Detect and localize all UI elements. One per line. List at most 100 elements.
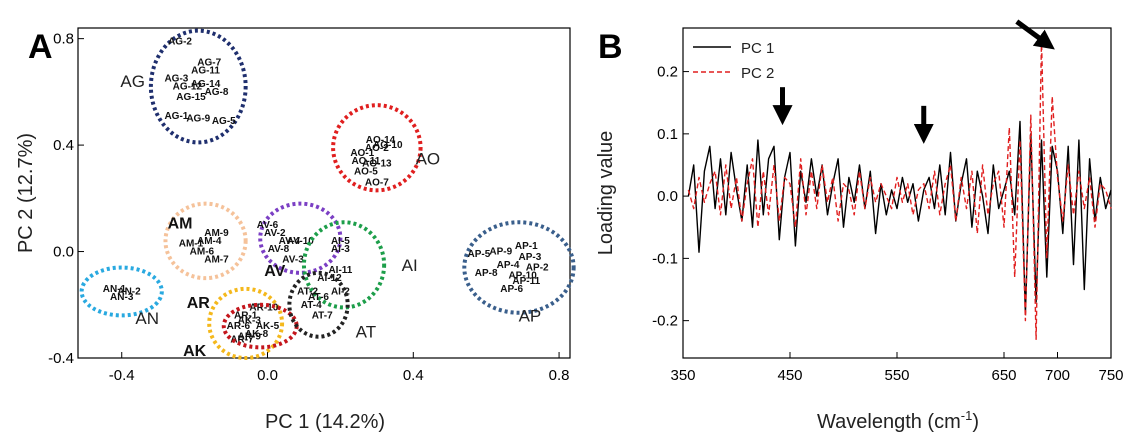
point-label: AG-3 [164, 74, 188, 85]
point-label: AT-7 [312, 310, 333, 321]
group-ap: AP-1AP-9AP-5 AP-3AP-2AP-4AP-8 AP-10AP-11AP… [462, 220, 576, 325]
cluster-ellipse-an [79, 265, 164, 318]
x-tick-label-b: 450 [777, 367, 802, 384]
x-axis-label-a: PC 1 (14.2%) [265, 411, 385, 433]
group-am: AM-9AM-4AM-1AM-6AM-7 AM [163, 201, 248, 281]
y-tick-label-b: -0.1 [652, 250, 678, 267]
x-tick-label-b: 650 [991, 367, 1016, 384]
point-label: AP-1 [515, 241, 538, 252]
cluster-ellipse-at [287, 270, 350, 339]
point-label: AI-5 [331, 236, 350, 247]
legend-label-pc2: PC 2 [741, 65, 774, 82]
point-label: AR-9 [238, 332, 262, 343]
point-label: AM-7 [204, 255, 229, 266]
point-label: AI-2 [331, 286, 350, 297]
point-label: AP-9 [489, 247, 512, 258]
point-label: AM-1 [179, 239, 204, 250]
series-line-pc1 [687, 120, 1112, 316]
group-label-at: AT [356, 322, 376, 341]
point-label: AO-14 [366, 135, 396, 146]
group-an: AN-1AN-2AN-3AN [79, 265, 164, 328]
point-label: AN-1 [103, 284, 127, 295]
point-label: AO-1 [350, 148, 374, 159]
x-axis-label-b-main: Wavelength (cm [817, 411, 961, 433]
group-label-ak: AK [183, 343, 207, 360]
group-label-am: AM [168, 215, 193, 232]
y-tick-label-b: 0.0 [657, 188, 678, 205]
point-label: AN-2 [117, 286, 141, 297]
legend-label-pc1: PC 1 [741, 40, 774, 57]
point-label: AI-11 [328, 265, 352, 276]
y-axis-label-a: PC 2 (12.7%) [15, 133, 37, 253]
x-tick-label-a: -0.4 [109, 367, 135, 384]
point-label: AP-11 [512, 276, 540, 287]
group-label-ag: AG [120, 72, 145, 91]
point-label: AV-6 [257, 220, 279, 231]
cluster-ellipse-ag [148, 28, 248, 145]
point-label: AG-12 [173, 82, 203, 93]
point-label: AG-1 [164, 111, 188, 122]
group-label-ap: AP [519, 306, 542, 325]
point-label: AP-8 [475, 268, 498, 279]
series-line-pc2 [687, 39, 1112, 340]
point-label: AT-2 [297, 286, 318, 297]
point-label: AP-4 [497, 260, 520, 271]
point-label: AV-4 [279, 236, 301, 247]
point-label: AM-4 [197, 236, 222, 247]
point-label: AT-4 [301, 300, 322, 311]
point-label: AG-5 [212, 116, 236, 127]
legend-b: PC 1 PC 2 [693, 40, 774, 82]
point-label: AO-10 [373, 140, 403, 151]
y-tick-label-b: 0.1 [657, 126, 678, 143]
x-tick-label-b: 550 [884, 367, 909, 384]
y-axis-label-b: Loading value [595, 131, 617, 256]
x-tick-label-b: 700 [1045, 367, 1070, 384]
point-label: AI-3 [331, 244, 350, 255]
point-label: AK-5 [256, 321, 280, 332]
point-label: AV-3 [282, 255, 304, 266]
y-tick-label-a: 0.0 [53, 244, 74, 261]
y-tick-label-a: 0.8 [53, 31, 74, 48]
x-axis-label-b-sup: -1 [961, 408, 973, 423]
y-tick-label-b: -0.2 [652, 313, 678, 330]
point-label: AP-10 [508, 271, 537, 282]
point-label: AR-10 [249, 302, 278, 313]
point-label: AN-3 [110, 292, 134, 303]
point-label: AG-2 [168, 36, 192, 47]
point-label: AR-7 [230, 334, 254, 345]
x-tick-label-b: 750 [1098, 367, 1123, 384]
x-tick-label-b: 350 [670, 367, 695, 384]
point-label: AP-5 [467, 249, 490, 260]
group-label-av: AV [264, 263, 285, 280]
x-axis-label-b: Wavelength (cm-1) [817, 408, 979, 433]
point-label: AP-6 [500, 284, 523, 295]
point-label: AV-2 [264, 228, 286, 239]
point-label: AG-8 [205, 87, 229, 98]
cluster-ellipse-ao [331, 103, 423, 193]
point-label: AO-7 [365, 177, 389, 188]
group-label-ao: AO [416, 149, 441, 168]
point-label: AI-12 [317, 273, 342, 284]
panel-letter-b: B [598, 28, 623, 66]
point-label: AM-6 [190, 247, 215, 258]
point-label: AG-15 [176, 92, 206, 103]
group-label-ar: AR [187, 295, 211, 312]
point-label: AO-11 [351, 156, 380, 167]
x-tick-label-a: 0.8 [549, 367, 570, 384]
point-label: AV-10 [287, 236, 314, 247]
point-label: AP-3 [519, 252, 542, 263]
group-label-ai: AI [402, 256, 418, 275]
point-label: AG-7 [197, 58, 221, 69]
x-tick-label-a: 0.4 [403, 367, 424, 384]
annotation-arrow [1015, 19, 1055, 50]
point-label: AK-3 [238, 316, 262, 327]
point-label: AG-11 [191, 66, 220, 77]
point-label: AO-5 [354, 167, 378, 178]
plot-frame-a [77, 27, 571, 359]
